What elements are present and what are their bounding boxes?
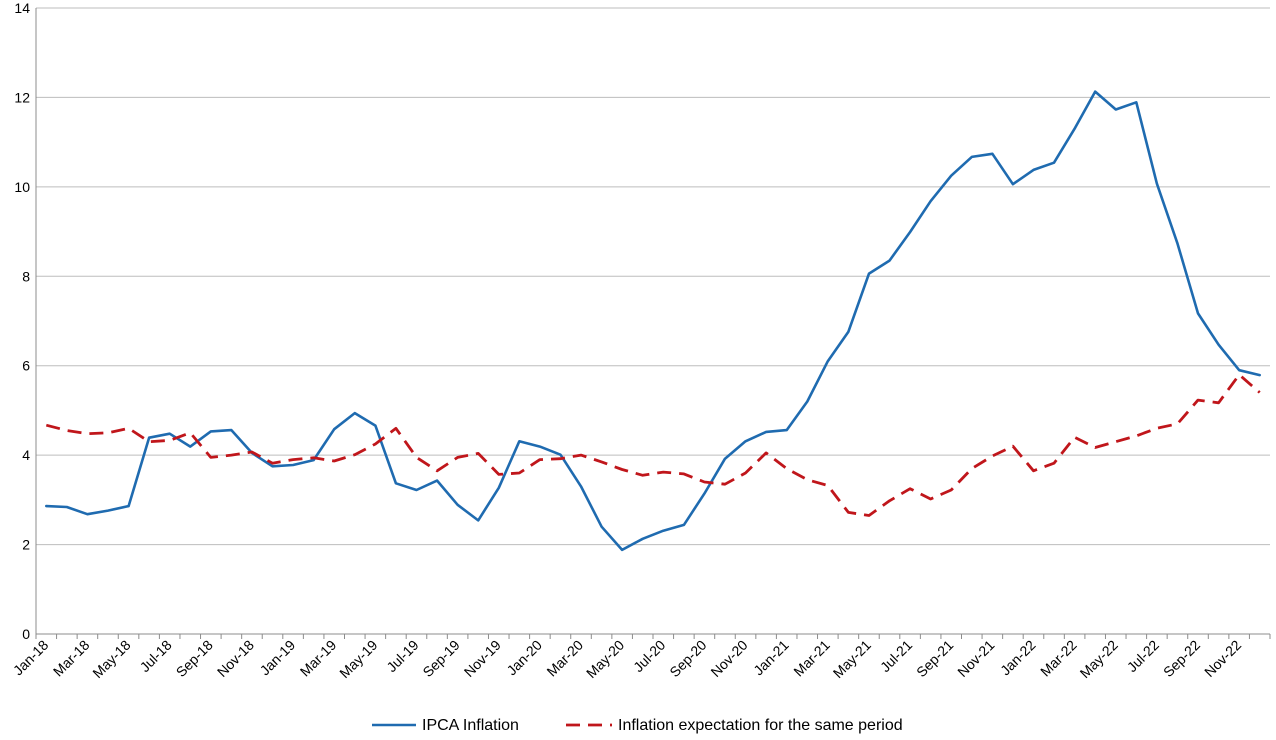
legend-label-expectation: Inflation expectation for the same perio… [618, 717, 903, 734]
x-tick-label-sep-22: Sep-22 [1160, 637, 1203, 680]
x-tick-label-sep-20: Sep-20 [666, 637, 709, 680]
x-tick-label-nov-20: Nov-20 [707, 637, 750, 680]
x-tick-label-jul-19: Jul-19 [383, 637, 421, 675]
series-line-1 [45, 373, 1261, 517]
x-tick-label-mar-20: Mar-20 [543, 637, 586, 680]
x-tick-label-may-21: May-21 [830, 637, 874, 681]
x-tick-label-jan-20: Jan-20 [503, 637, 545, 679]
x-tick-label-mar-22: Mar-22 [1037, 637, 1080, 680]
x-tick-label-jul-20: Jul-20 [630, 637, 668, 675]
x-tick-label-mar-21: Mar-21 [790, 637, 833, 680]
y-tick-label-8: 8 [22, 268, 30, 284]
y-tick-label-12: 12 [14, 89, 30, 105]
x-tick-label-nov-19: Nov-19 [461, 637, 504, 680]
x-tick-label-jul-22: Jul-22 [1124, 637, 1162, 675]
y-tick-label-14: 14 [14, 0, 30, 16]
y-tick-label-10: 10 [14, 179, 30, 195]
x-tick-label-may-19: May-19 [336, 637, 380, 681]
legend: IPCA Inflation Inflation expectation for… [372, 717, 903, 734]
x-tick-label-may-18: May-18 [89, 637, 133, 681]
legend-label-ipca: IPCA Inflation [422, 717, 519, 734]
gridlines [36, 7, 1270, 546]
y-tick-label-0: 0 [22, 626, 30, 642]
series-line-0 [44, 90, 1261, 552]
x-tick-label-jan-19: Jan-19 [257, 637, 299, 679]
x-tick-label-may-20: May-20 [583, 637, 627, 681]
x-tick-label-mar-19: Mar-19 [297, 637, 340, 680]
x-tick-label-nov-22: Nov-22 [1201, 637, 1244, 680]
x-tick-label-nov-18: Nov-18 [214, 637, 257, 680]
series-lines [44, 90, 1261, 552]
x-tick-label-sep-19: Sep-19 [419, 637, 462, 680]
x-tick-label-jan-21: Jan-21 [750, 637, 792, 679]
y-tick-label-4: 4 [22, 447, 30, 463]
x-tick-label-jan-22: Jan-22 [997, 637, 1039, 679]
y-tick-label-6: 6 [22, 358, 30, 374]
y-tick-label-2: 2 [22, 537, 30, 553]
x-tick-label-sep-18: Sep-18 [173, 637, 216, 680]
x-tick-label-may-22: May-22 [1077, 637, 1121, 681]
x-tick-label-nov-21: Nov-21 [954, 637, 997, 680]
x-tick-label-jan-18: Jan-18 [10, 637, 52, 679]
x-tick-label-jul-18: Jul-18 [137, 637, 175, 675]
x-tick-label-mar-18: Mar-18 [50, 637, 93, 680]
x-tick-label-sep-21: Sep-21 [913, 637, 956, 680]
x-tick-label-jul-21: Jul-21 [877, 637, 915, 675]
